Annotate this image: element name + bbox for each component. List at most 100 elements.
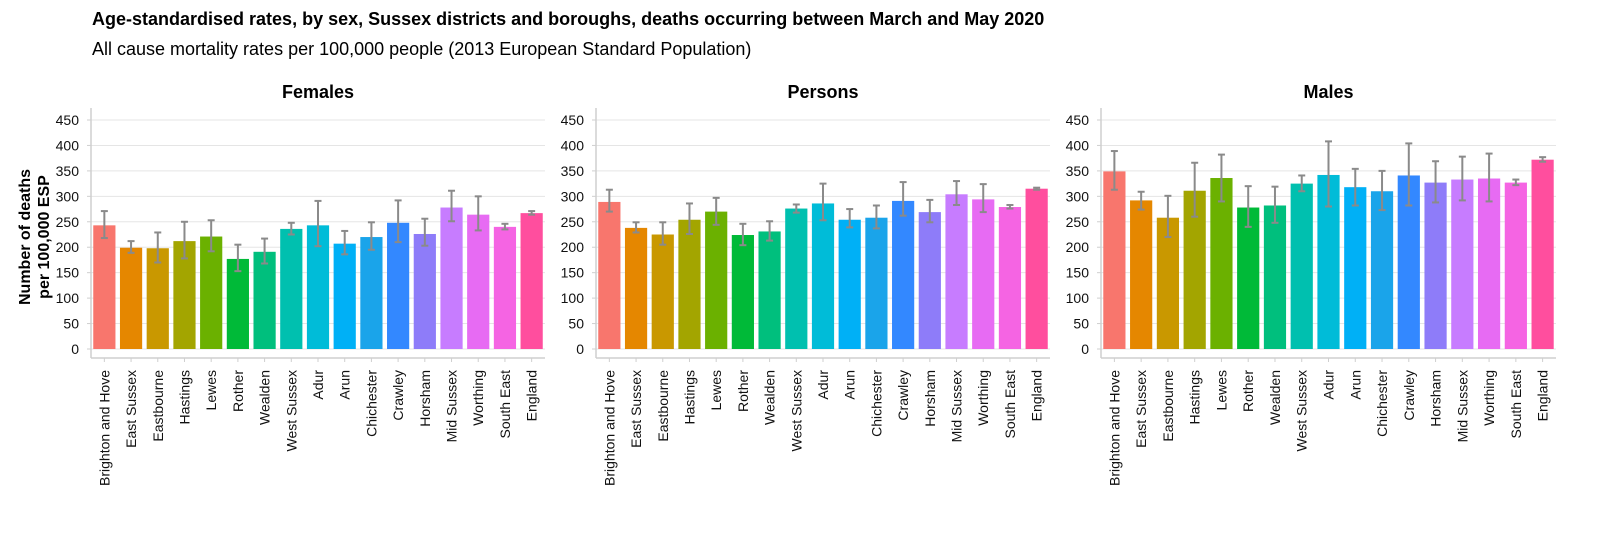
- y-tick-label: 400: [1066, 137, 1090, 153]
- bar: [360, 237, 383, 349]
- panel-title: Males: [1303, 82, 1353, 102]
- bar: [1477, 178, 1501, 349]
- y-tick-label: 350: [561, 163, 585, 179]
- bar: [838, 219, 861, 349]
- bar: [1344, 187, 1367, 349]
- x-tick-label: Worthing: [975, 370, 991, 426]
- x-tick-label: Crawley: [1401, 370, 1417, 421]
- y-tick-label: 300: [56, 188, 80, 204]
- y-tick-label: 200: [561, 239, 585, 255]
- x-tick-label: Hastings: [176, 370, 192, 424]
- y-tick-label: 250: [1066, 214, 1090, 230]
- x-tick-label: Crawley: [895, 370, 911, 421]
- bar: [387, 222, 410, 349]
- bar: [1317, 174, 1340, 349]
- x-tick-label: Mid Sussex: [949, 370, 965, 442]
- bar: [493, 226, 517, 349]
- bar: [119, 247, 143, 349]
- x-tick-label: East Sussex: [123, 370, 139, 448]
- bar: [306, 225, 330, 349]
- bar: [624, 227, 648, 349]
- bar: [1424, 182, 1447, 349]
- bar: [1290, 183, 1313, 349]
- x-tick-label: South East: [497, 370, 513, 439]
- x-tick-label: Wealden: [762, 370, 778, 425]
- x-tick-label: England: [524, 370, 540, 421]
- y-tick-label: 50: [1073, 316, 1089, 332]
- bar: [945, 194, 968, 349]
- x-tick-label: Brighton and Hove: [1106, 370, 1122, 486]
- y-tick-label: 150: [1066, 265, 1090, 281]
- y-tick-label: 100: [561, 290, 585, 306]
- bar: [253, 251, 276, 349]
- y-tick-label: 50: [63, 316, 79, 332]
- bar: [1504, 182, 1527, 349]
- x-tick-label: Horsham: [922, 370, 938, 427]
- y-tick-label: 250: [561, 214, 585, 230]
- x-tick-label: Chichester: [868, 370, 884, 437]
- bar: [811, 203, 835, 349]
- x-tick-label: Horsham: [417, 370, 433, 427]
- x-tick-label: Wealden: [1267, 370, 1283, 425]
- bar: [1183, 190, 1206, 349]
- bar: [705, 211, 728, 349]
- x-tick-label: West Sussex: [283, 370, 299, 451]
- x-tick-label: Rother: [1240, 370, 1256, 412]
- panel-title: Persons: [787, 82, 858, 102]
- bar: [413, 233, 436, 349]
- bar: [1263, 205, 1287, 349]
- x-tick-label: England: [1029, 370, 1045, 421]
- bar: [1103, 171, 1126, 349]
- y-tick-label: 450: [561, 112, 585, 128]
- x-tick-label: Eastbourne: [150, 370, 166, 442]
- x-tick-label: Lewes: [1213, 370, 1229, 410]
- bar: [1237, 207, 1260, 349]
- x-tick-label: England: [1535, 370, 1551, 421]
- x-tick-label: Arun: [337, 370, 353, 400]
- bar: [678, 219, 701, 349]
- x-tick-label: Brighton and Hove: [601, 370, 617, 486]
- bar: [651, 234, 674, 349]
- x-tick-label: South East: [1508, 370, 1524, 439]
- x-tick-label: Adur: [815, 370, 831, 400]
- x-tick-label: Chichester: [1374, 370, 1390, 437]
- x-tick-label: Lewes: [203, 370, 219, 410]
- x-tick-label: Horsham: [1428, 370, 1444, 427]
- bar: [1025, 188, 1048, 349]
- x-tick-label: South East: [1002, 370, 1018, 439]
- panel-females: 0 50 100 150 200 250 300 350 400 450 Females Bright…: [56, 82, 545, 486]
- y-tick-label: 150: [56, 265, 80, 281]
- y-axis-label: Number of deaths per 100,000 ESP: [17, 169, 53, 305]
- bar: [1451, 179, 1474, 349]
- bar: [520, 213, 543, 349]
- bar: [918, 212, 941, 349]
- panel-title: Females: [282, 82, 354, 102]
- y-tick-label: 0: [576, 341, 584, 357]
- bar: [731, 235, 754, 349]
- y-tick-label: 400: [56, 137, 80, 153]
- bar: [1210, 178, 1233, 349]
- y-tick-label: 450: [56, 112, 80, 128]
- x-tick-label: Eastbourne: [1160, 370, 1176, 442]
- y-tick-label: 350: [1066, 163, 1090, 179]
- x-tick-label: Brighton and Hove: [96, 370, 112, 486]
- bar: [200, 236, 223, 349]
- x-tick-label: Worthing: [1481, 370, 1497, 426]
- x-tick-label: Adur: [1321, 370, 1337, 400]
- x-tick-label: Rother: [735, 370, 751, 412]
- bar: [865, 217, 888, 349]
- bar: [467, 214, 490, 349]
- bar: [93, 225, 116, 349]
- bar: [146, 248, 169, 349]
- bar: [998, 207, 1022, 349]
- y-tick-label: 300: [1066, 188, 1090, 204]
- bar: [333, 243, 356, 349]
- chart-title: Age-standardised rates, by sex, Sussex d…: [92, 9, 1045, 29]
- bar: [1531, 159, 1554, 349]
- y-tick-label: 0: [1081, 341, 1089, 357]
- y-tick-label: 200: [1066, 239, 1090, 255]
- bar: [440, 207, 463, 349]
- y-tick-label: 100: [56, 290, 80, 306]
- x-tick-label: Chichester: [363, 370, 379, 437]
